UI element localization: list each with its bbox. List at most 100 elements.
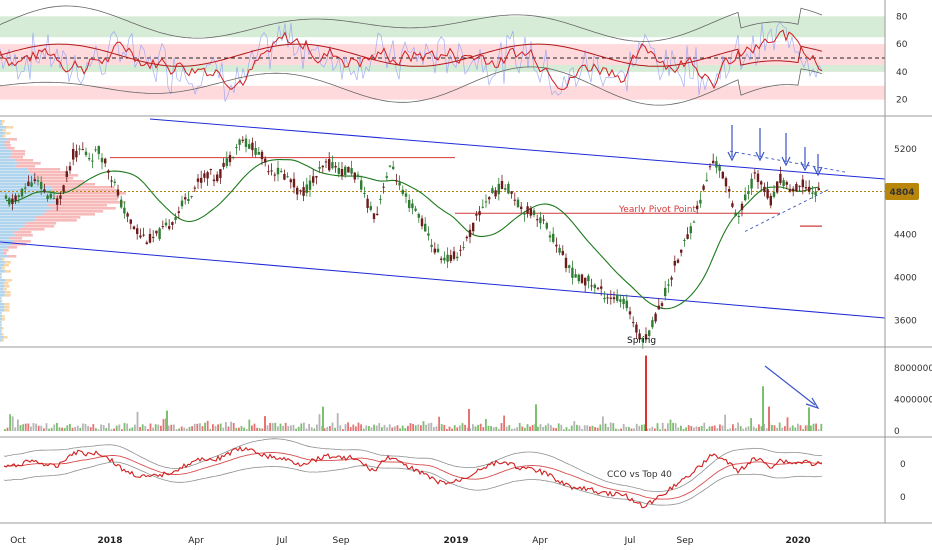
candle-body xyxy=(475,214,478,216)
candle-body xyxy=(363,192,366,194)
time-tick-label: Oct xyxy=(10,536,26,546)
volume-bar xyxy=(339,425,342,431)
candle-body xyxy=(456,256,459,259)
candle-body xyxy=(168,226,171,229)
volume-spike xyxy=(264,416,266,431)
candle-body xyxy=(145,242,148,245)
relative-tick-label: 0 xyxy=(900,493,906,503)
volume-bar xyxy=(22,424,24,431)
volume-bar xyxy=(63,427,66,431)
volume-bar xyxy=(602,416,604,431)
volume-bar xyxy=(297,426,300,431)
volume-bar xyxy=(472,424,474,431)
candle-body xyxy=(94,149,97,151)
volume-bar xyxy=(654,428,656,431)
volume-profile-bar xyxy=(0,219,35,222)
volume-bar xyxy=(336,413,339,431)
volume-bar xyxy=(464,424,466,431)
candle-body xyxy=(177,211,180,213)
candle-body xyxy=(616,294,619,301)
candle-body xyxy=(500,181,504,189)
volume-profile-bar xyxy=(3,282,9,285)
volume-profile-bar xyxy=(0,204,49,207)
volume-bar xyxy=(742,428,745,431)
candle-body xyxy=(564,257,568,269)
volume-bar xyxy=(323,428,326,431)
volume-profile-bar xyxy=(4,270,11,273)
down-arrow-head xyxy=(755,151,765,162)
volume-bar xyxy=(404,428,407,431)
volume-bar xyxy=(544,425,547,431)
volume-profile-bar xyxy=(0,297,2,300)
volume-bar xyxy=(253,423,256,431)
volume-bar xyxy=(622,424,625,431)
volume-profile-bar xyxy=(0,216,37,219)
volume-bar xyxy=(141,424,144,431)
price-tick-label: 4400 xyxy=(894,231,917,241)
volume-bar xyxy=(121,429,123,431)
candle-body xyxy=(644,334,648,340)
candle-body xyxy=(84,151,88,156)
candle-body xyxy=(347,166,350,173)
candle-body xyxy=(740,203,744,210)
candle-body xyxy=(238,139,241,145)
volume-bar xyxy=(721,425,724,431)
candle-body xyxy=(193,187,196,189)
volume-tick-label: 4000000 xyxy=(894,396,932,406)
candle-body xyxy=(398,182,401,186)
volume-profile-bar xyxy=(0,303,5,306)
volume-bar xyxy=(139,427,141,431)
volume-bar xyxy=(435,426,438,431)
volume-bar xyxy=(797,423,799,431)
volume-bar xyxy=(147,429,149,431)
candle-body xyxy=(113,181,116,183)
volume-bar xyxy=(565,427,568,431)
volume-bar xyxy=(40,425,43,431)
candle-body xyxy=(382,186,385,188)
oscillator-band xyxy=(0,64,885,72)
volume-bar xyxy=(201,426,204,431)
candle-body xyxy=(91,160,94,162)
candle-body xyxy=(17,195,20,198)
volume-bar xyxy=(4,429,6,431)
candle-body xyxy=(667,284,670,286)
volume-bar xyxy=(698,426,700,431)
candle-body xyxy=(235,147,238,149)
volume-bar xyxy=(661,422,664,431)
volume-bar xyxy=(248,419,251,431)
volume-profile-bar xyxy=(3,252,7,255)
volume-bar xyxy=(638,425,641,431)
volume-bar xyxy=(781,427,784,431)
candle-body xyxy=(484,201,488,203)
time-tick-label: 2019 xyxy=(443,536,468,546)
volume-bar xyxy=(310,427,313,431)
volume-bar xyxy=(745,427,747,431)
volume-bar xyxy=(773,425,776,431)
candle-body xyxy=(622,298,625,305)
volume-bar xyxy=(74,426,76,431)
volume-bar xyxy=(173,424,175,431)
volume-bar xyxy=(178,428,180,431)
volume-profile-bar xyxy=(6,147,15,150)
volume-bar xyxy=(498,428,500,431)
volume-profile-bar xyxy=(0,243,12,246)
volume-bar xyxy=(810,425,812,431)
candle-body xyxy=(593,284,596,289)
candle-body xyxy=(200,177,203,183)
candle-body xyxy=(612,297,616,300)
volume-bar xyxy=(180,426,183,431)
volume-profile-bar xyxy=(52,207,116,210)
volume-profile-bar xyxy=(0,177,33,180)
volume-bar xyxy=(134,424,136,431)
volume-bar xyxy=(61,427,63,431)
candle-body xyxy=(305,184,308,193)
candle-body xyxy=(497,183,500,195)
volume-bar xyxy=(217,424,219,431)
candle-body xyxy=(270,170,273,172)
relative-upper-envelope xyxy=(3,438,822,492)
candle-body xyxy=(244,138,248,147)
candle-body xyxy=(472,222,475,232)
volume-bar xyxy=(526,424,529,431)
candle-body xyxy=(795,184,798,192)
volume-bar xyxy=(238,427,240,431)
